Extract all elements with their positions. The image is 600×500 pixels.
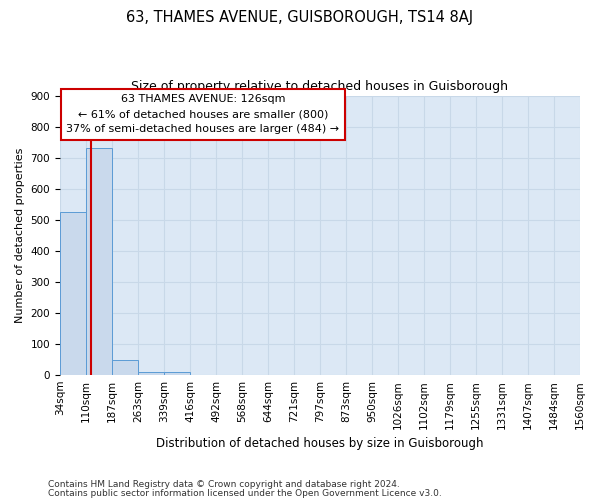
Bar bbox=[164, 372, 190, 375]
Text: 63, THAMES AVENUE, GUISBOROUGH, TS14 8AJ: 63, THAMES AVENUE, GUISBOROUGH, TS14 8AJ bbox=[127, 10, 473, 25]
Bar bbox=[60, 212, 86, 375]
Text: Contains public sector information licensed under the Open Government Licence v3: Contains public sector information licen… bbox=[48, 489, 442, 498]
Text: 63 THAMES AVENUE: 126sqm
← 61% of detached houses are smaller (800)
37% of semi-: 63 THAMES AVENUE: 126sqm ← 61% of detach… bbox=[67, 94, 340, 134]
Bar bbox=[138, 372, 164, 375]
Bar bbox=[86, 148, 112, 375]
Y-axis label: Number of detached properties: Number of detached properties bbox=[15, 148, 25, 323]
X-axis label: Distribution of detached houses by size in Guisborough: Distribution of detached houses by size … bbox=[156, 437, 484, 450]
Bar bbox=[112, 360, 138, 375]
Text: Contains HM Land Registry data © Crown copyright and database right 2024.: Contains HM Land Registry data © Crown c… bbox=[48, 480, 400, 489]
Title: Size of property relative to detached houses in Guisborough: Size of property relative to detached ho… bbox=[131, 80, 508, 93]
